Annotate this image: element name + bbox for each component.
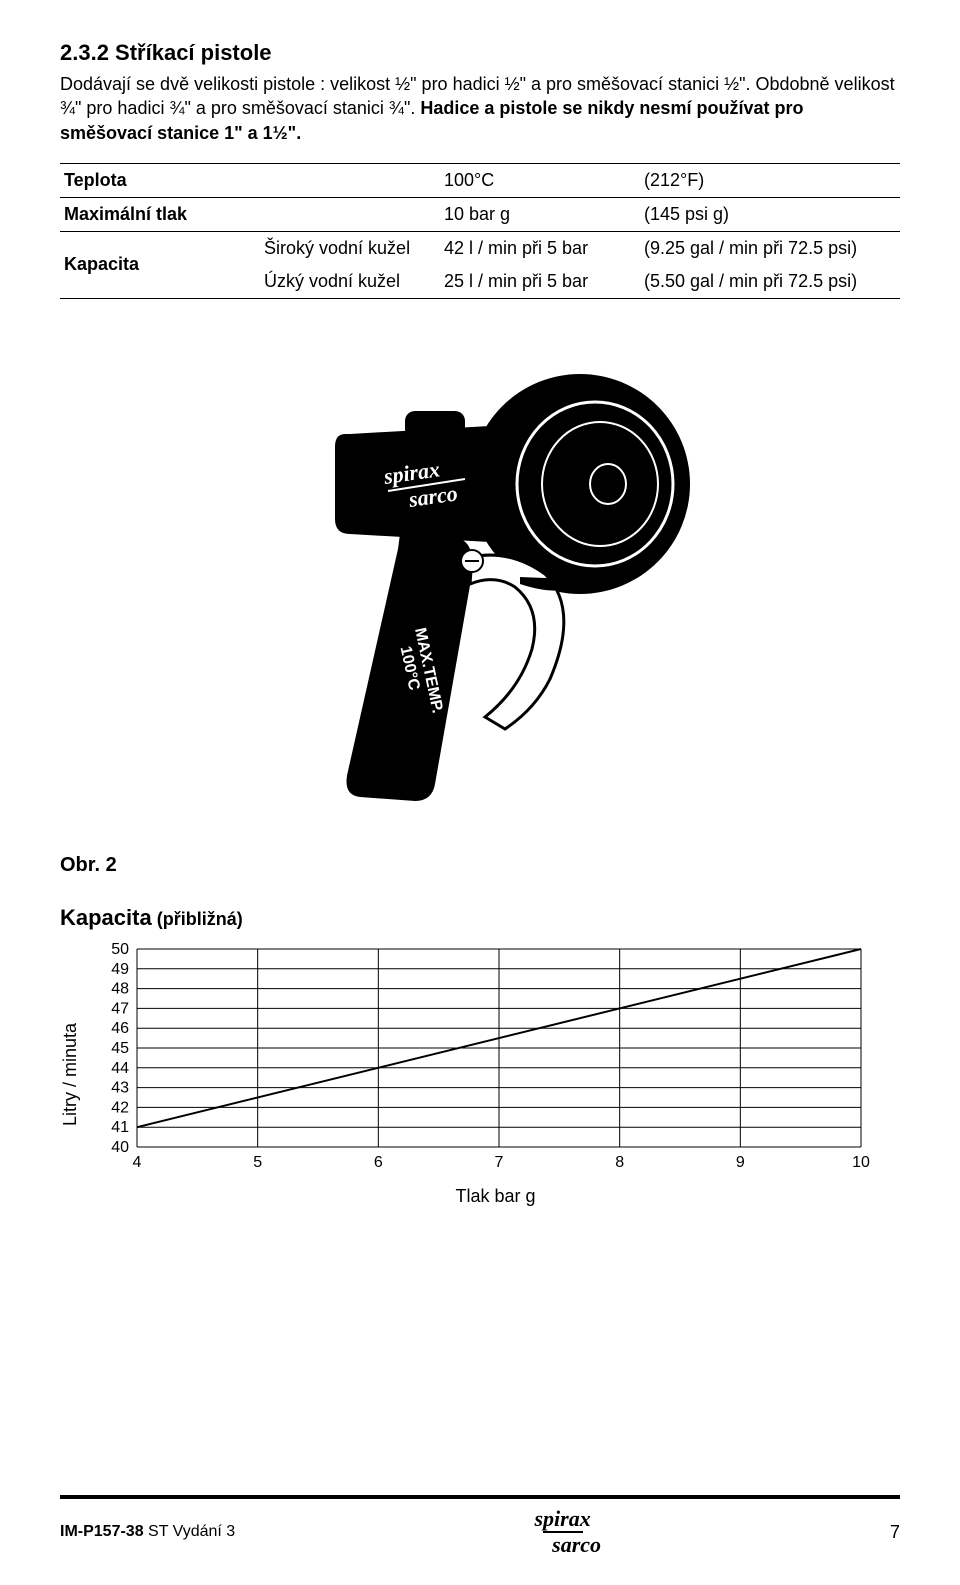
svg-text:46: 46 [111, 1020, 129, 1037]
cell-value: (5.50 gal / min při 72.5 psi) [640, 265, 900, 299]
figure-label: Obr. 2 [60, 854, 900, 877]
svg-text:43: 43 [111, 1079, 129, 1096]
cell-value: (9.25 gal / min při 72.5 psi) [640, 231, 900, 265]
svg-text:9: 9 [736, 1154, 745, 1171]
section-heading: 2.3.2 Stříkací pistole [60, 40, 900, 66]
spray-gun-icon: spirax sarco MAX.TEMP. 100°C [250, 339, 710, 819]
table-row: Teplota 100°C (212°F) [60, 163, 900, 197]
footer-logo: spirax sarco [524, 1509, 601, 1555]
svg-text:10: 10 [852, 1154, 870, 1171]
svg-text:4: 4 [133, 1154, 142, 1171]
cell-value: 25 l / min při 5 bar [440, 265, 640, 299]
svg-text:44: 44 [111, 1060, 129, 1077]
svg-text:7: 7 [495, 1154, 504, 1171]
cell-sub: Úzký vodní kužel [260, 265, 440, 299]
doc-id-rest: ST Vydání 3 [144, 1523, 236, 1540]
doc-id-bold: IM-P157-38 [60, 1523, 144, 1540]
table-row: Maximální tlak 10 bar g (145 psi g) [60, 197, 900, 231]
svg-text:8: 8 [615, 1154, 624, 1171]
chart-title-main: Kapacita [60, 905, 152, 930]
cell-sub: Široký vodní kužel [260, 231, 440, 265]
capacity-chart: Litry / minuta 4041424344454647484950456… [60, 943, 900, 1207]
cell-value: 42 l / min při 5 bar [440, 231, 640, 265]
line-chart: 404142434445464748495045678910 [91, 943, 871, 1173]
doc-id: IM-P157-38 ST Vydání 3 [60, 1523, 235, 1541]
cell-sub [260, 163, 440, 197]
y-axis-label: Litry / minuta [60, 1023, 81, 1126]
chart-title: Kapacita (přibližná) [60, 905, 900, 931]
svg-text:49: 49 [111, 961, 129, 978]
svg-text:40: 40 [111, 1139, 129, 1156]
page-number: 7 [890, 1522, 900, 1543]
svg-text:45: 45 [111, 1040, 129, 1057]
logo-line1: spirax [524, 1509, 601, 1529]
svg-text:48: 48 [111, 980, 129, 997]
cell-value: (145 psi g) [640, 197, 900, 231]
chart-title-sub: (přibližná) [152, 909, 243, 929]
svg-text:50: 50 [111, 943, 129, 958]
x-axis-label: Tlak bar g [91, 1186, 900, 1207]
cell-label: Kapacita [60, 231, 260, 298]
spec-table: Teplota 100°C (212°F) Maximální tlak 10 … [60, 163, 900, 299]
table-row: Kapacita Široký vodní kužel 42 l / min p… [60, 231, 900, 265]
logo-line2: sarco [524, 1535, 601, 1555]
svg-text:42: 42 [111, 1099, 129, 1116]
cell-value: (212°F) [640, 163, 900, 197]
pistol-figure: spirax sarco MAX.TEMP. 100°C [60, 339, 900, 824]
svg-text:41: 41 [111, 1119, 129, 1136]
svg-text:47: 47 [111, 1000, 129, 1017]
cell-label: Maximální tlak [60, 197, 260, 231]
svg-text:5: 5 [253, 1154, 262, 1171]
cell-label: Teplota [60, 163, 260, 197]
cell-value: 100°C [440, 163, 640, 197]
cell-value: 10 bar g [440, 197, 640, 231]
cell-sub [260, 197, 440, 231]
intro-paragraph: Dodávají se dvě velikosti pistole : veli… [60, 72, 900, 145]
page-footer: IM-P157-38 ST Vydání 3 spirax sarco 7 [60, 1495, 900, 1555]
svg-text:6: 6 [374, 1154, 383, 1171]
